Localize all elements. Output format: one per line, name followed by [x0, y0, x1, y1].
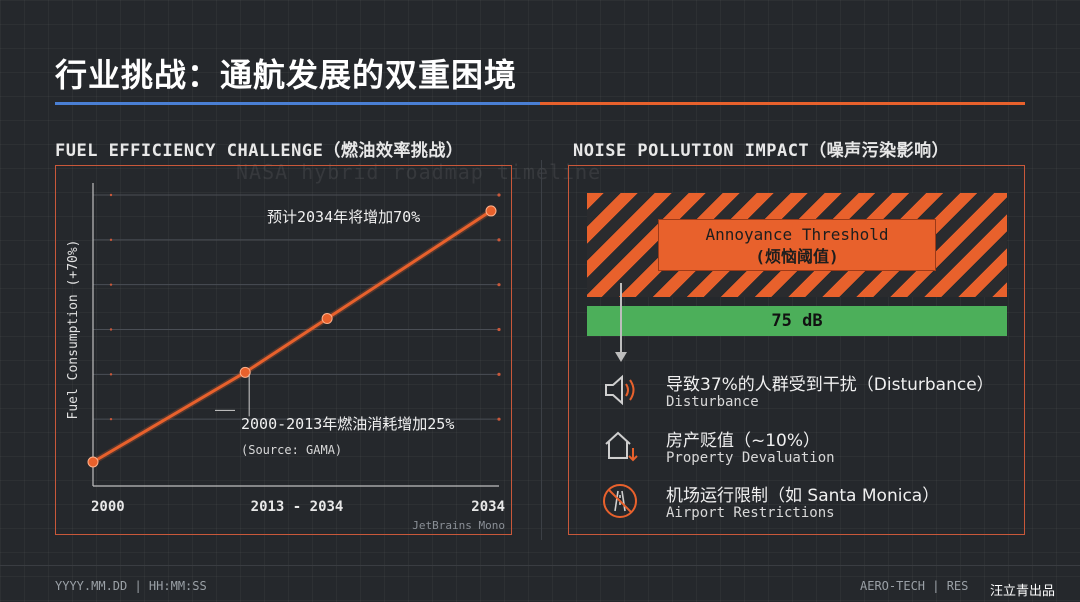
footer-datetime: YYYY.MM.DD | HH:MM:SS — [55, 579, 207, 593]
x-tick-label: 2000 — [91, 499, 125, 515]
data-point — [87, 456, 99, 468]
threshold-en: Annoyance Threshold — [705, 225, 889, 244]
grid-dot — [497, 193, 501, 197]
chart-series — [87, 205, 497, 468]
speaker-icon — [605, 374, 635, 406]
threshold-arrow — [620, 283, 622, 353]
footer-brand: AERO-TECH | RES — [860, 579, 969, 593]
noise-section-title: NOISE POLLUTION IMPACT（噪声污染影响） — [573, 141, 950, 161]
fuel-chart: 预计2034年将增加70% 2000-2013年燃油消耗增加25% (Source:… — [66, 183, 505, 532]
grid-dot — [109, 417, 113, 421]
annoyance-threshold-label: Annoyance Threshold (烦恼阈值) — [658, 219, 936, 271]
grid-dot — [497, 417, 501, 421]
grid-dot — [109, 328, 113, 331]
impact-en: Disturbance — [666, 394, 759, 410]
footer-divider — [0, 565, 1080, 566]
impact-item-property: 房产贬值（~10%） Property Devaluation — [600, 426, 1020, 470]
x-tick-label: 2034 — [471, 499, 505, 515]
fuel-chart-panel: 预计2034年将增加70% 2000-2013年燃油消耗增加25% (Source:… — [55, 165, 512, 535]
grid-dot — [109, 238, 113, 242]
page-title: 行业挑战：通航发展的双重困境 — [55, 56, 518, 94]
grid-dot — [109, 373, 113, 376]
impact-zh: 导致37%的人群受到干扰（Disturbance） — [666, 375, 994, 395]
fuel-section-title: FUEL EFFICIENCY CHALLENGE（燃油效率挑战） — [55, 141, 464, 161]
data-point — [239, 366, 251, 378]
annotation-source: (Source: GAMA) — [241, 443, 342, 457]
impact-zh: 机场运行限制（如 Santa Monica） — [666, 486, 940, 506]
house-down-icon — [605, 431, 638, 462]
no-runway-icon — [603, 484, 637, 518]
x-tick-label: 2013 - 2034 — [251, 499, 344, 515]
data-point — [485, 205, 497, 217]
ghost-timeline-text: NASA hybrid roadmap timeline — [236, 160, 602, 184]
grid-dot — [497, 283, 501, 287]
chart-grid — [93, 193, 501, 421]
series-line — [92, 209, 492, 464]
annotation-top: 预计2034年将增加70% — [267, 208, 420, 226]
threshold-arrow-head — [615, 352, 627, 362]
font-note: JetBrains Mono — [412, 519, 505, 532]
section-divider — [541, 160, 542, 540]
chart-labels: 预计2034年将增加70% 2000-2013年燃油消耗增加25% (Source:… — [66, 208, 505, 532]
threshold-zh: (烦恼阈值) — [755, 247, 839, 266]
impact-item-airport: 机场运行限制（如 Santa Monica） Airport Restricti… — [600, 481, 1020, 525]
author-watermark: 汪立青出品 — [990, 584, 1056, 599]
grid-dot — [497, 238, 501, 242]
grid-dot — [109, 193, 113, 197]
impact-en: Airport Restrictions — [666, 505, 835, 521]
title-divider — [55, 102, 1025, 105]
db-level-bar: 75 dB — [587, 306, 1007, 336]
annotation-mid: 2000-2013年燃油消耗增加25% — [241, 415, 454, 433]
y-axis-label: Fuel Consumption (+70%) — [66, 239, 81, 419]
grid-dot — [109, 283, 113, 286]
noise-panel — [568, 165, 1025, 535]
chart-axes — [92, 183, 499, 487]
impact-zh: 房产贬值（~10%） — [666, 431, 821, 451]
grid-dot — [497, 372, 501, 376]
data-point — [321, 313, 333, 325]
grid-dot — [497, 327, 501, 332]
impact-item-disturbance: 导致37%的人群受到干扰（Disturbance） Disturbance — [600, 370, 1020, 414]
impact-en: Property Devaluation — [666, 450, 835, 466]
